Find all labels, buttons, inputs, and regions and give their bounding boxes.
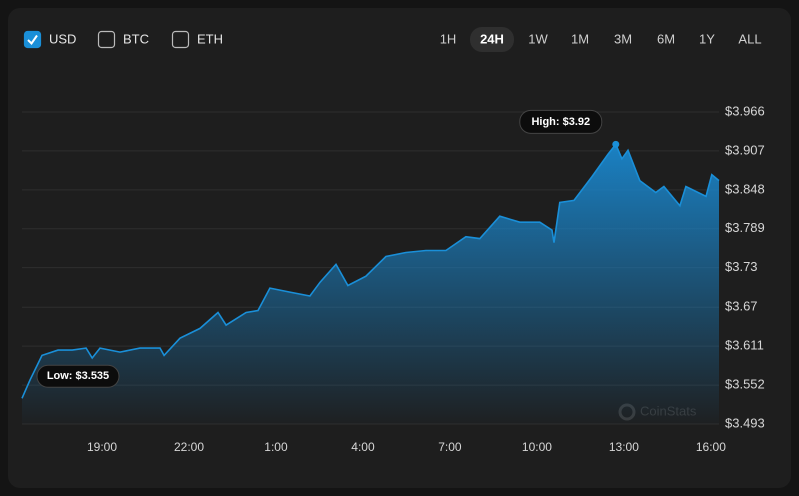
y-tick-label: $3.552 bbox=[725, 377, 765, 392]
range-button[interactable]: 1M bbox=[571, 31, 589, 46]
checkbox[interactable] bbox=[23, 30, 42, 49]
area-fill bbox=[22, 144, 719, 425]
y-tick-label: $3.966 bbox=[725, 103, 765, 118]
low-label-bg bbox=[36, 364, 120, 388]
y-tick-label: $3.907 bbox=[725, 142, 765, 157]
x-tick-label: 13:00 bbox=[609, 440, 639, 454]
range-button[interactable]: 1W bbox=[528, 31, 548, 46]
y-tick-label: $3.611 bbox=[725, 338, 764, 353]
high-marker bbox=[612, 140, 620, 148]
range-button[interactable]: 24H bbox=[480, 31, 504, 46]
price-line bbox=[21, 142, 720, 399]
range-button[interactable]: 1H bbox=[440, 31, 457, 46]
y-tick-label: $3.848 bbox=[725, 181, 765, 196]
currency-label[interactable]: ETH bbox=[197, 31, 223, 46]
high-label-bg bbox=[519, 109, 603, 134]
range-button[interactable]: 3M bbox=[614, 31, 632, 46]
check-mark bbox=[27, 34, 38, 46]
x-tick-label: 7:00 bbox=[438, 440, 462, 454]
currency-label[interactable]: USD bbox=[49, 31, 76, 46]
range-button[interactable]: ALL bbox=[738, 31, 761, 46]
y-tick-label: $3.789 bbox=[725, 220, 765, 235]
x-tick-label: 22:00 bbox=[174, 440, 204, 454]
x-tick-label: 19:00 bbox=[87, 440, 117, 454]
currency-label[interactable]: BTC bbox=[123, 31, 149, 46]
y-tick-label: $3.73 bbox=[725, 259, 758, 274]
low-label: Low: $3.535 bbox=[47, 370, 109, 382]
x-tick-label: 1:00 bbox=[264, 440, 288, 454]
x-tick-label: 4:00 bbox=[351, 440, 375, 454]
checkbox[interactable] bbox=[171, 30, 190, 49]
range-active-bg bbox=[470, 27, 514, 52]
high-label: High: $3.92 bbox=[531, 116, 590, 128]
range-button[interactable]: 1Y bbox=[699, 31, 715, 46]
range-button[interactable]: 6M bbox=[657, 31, 675, 46]
checkbox[interactable] bbox=[97, 30, 116, 49]
x-tick-label: 16:00 bbox=[696, 440, 726, 454]
y-tick-label: $3.493 bbox=[725, 415, 765, 430]
y-tick-label: $3.67 bbox=[725, 299, 758, 314]
x-tick-label: 10:00 bbox=[522, 440, 552, 454]
